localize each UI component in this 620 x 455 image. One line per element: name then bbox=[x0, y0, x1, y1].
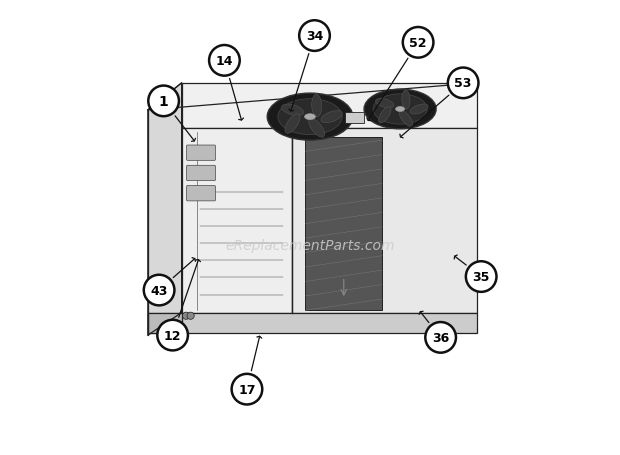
Ellipse shape bbox=[396, 107, 405, 112]
Ellipse shape bbox=[321, 111, 342, 123]
Ellipse shape bbox=[399, 111, 412, 127]
Text: 43: 43 bbox=[151, 284, 168, 297]
Ellipse shape bbox=[281, 105, 303, 116]
FancyBboxPatch shape bbox=[187, 146, 215, 161]
FancyBboxPatch shape bbox=[345, 113, 364, 124]
Ellipse shape bbox=[402, 91, 410, 110]
Ellipse shape bbox=[304, 115, 316, 120]
Ellipse shape bbox=[285, 115, 300, 134]
Text: 36: 36 bbox=[432, 331, 450, 344]
Text: 35: 35 bbox=[472, 270, 490, 283]
Polygon shape bbox=[148, 313, 477, 333]
Ellipse shape bbox=[267, 94, 353, 141]
Ellipse shape bbox=[312, 95, 322, 117]
Circle shape bbox=[232, 374, 262, 404]
Ellipse shape bbox=[373, 95, 427, 125]
Polygon shape bbox=[148, 313, 182, 333]
Text: 17: 17 bbox=[238, 383, 255, 396]
Circle shape bbox=[403, 28, 433, 59]
Circle shape bbox=[448, 68, 479, 99]
Ellipse shape bbox=[410, 105, 428, 115]
Text: 14: 14 bbox=[216, 55, 233, 68]
Ellipse shape bbox=[278, 100, 342, 135]
Text: 1: 1 bbox=[159, 95, 169, 109]
Ellipse shape bbox=[309, 119, 325, 138]
Ellipse shape bbox=[376, 99, 394, 109]
Polygon shape bbox=[306, 137, 382, 311]
Circle shape bbox=[182, 313, 190, 320]
Ellipse shape bbox=[364, 90, 436, 130]
Circle shape bbox=[299, 21, 330, 52]
Text: 52: 52 bbox=[409, 37, 427, 50]
Circle shape bbox=[466, 262, 497, 292]
FancyBboxPatch shape bbox=[187, 186, 215, 202]
Circle shape bbox=[425, 322, 456, 353]
Circle shape bbox=[157, 320, 188, 351]
Text: eReplacementParts.com: eReplacementParts.com bbox=[225, 238, 395, 253]
Polygon shape bbox=[148, 84, 182, 335]
Text: 53: 53 bbox=[454, 77, 472, 90]
Polygon shape bbox=[292, 129, 477, 313]
Circle shape bbox=[209, 46, 240, 76]
Ellipse shape bbox=[379, 107, 391, 124]
Circle shape bbox=[144, 275, 174, 306]
FancyBboxPatch shape bbox=[187, 166, 215, 181]
Polygon shape bbox=[182, 84, 477, 129]
Circle shape bbox=[187, 313, 194, 320]
Circle shape bbox=[148, 86, 179, 117]
Polygon shape bbox=[182, 129, 292, 313]
Text: 12: 12 bbox=[164, 329, 182, 342]
Text: 34: 34 bbox=[306, 30, 323, 43]
